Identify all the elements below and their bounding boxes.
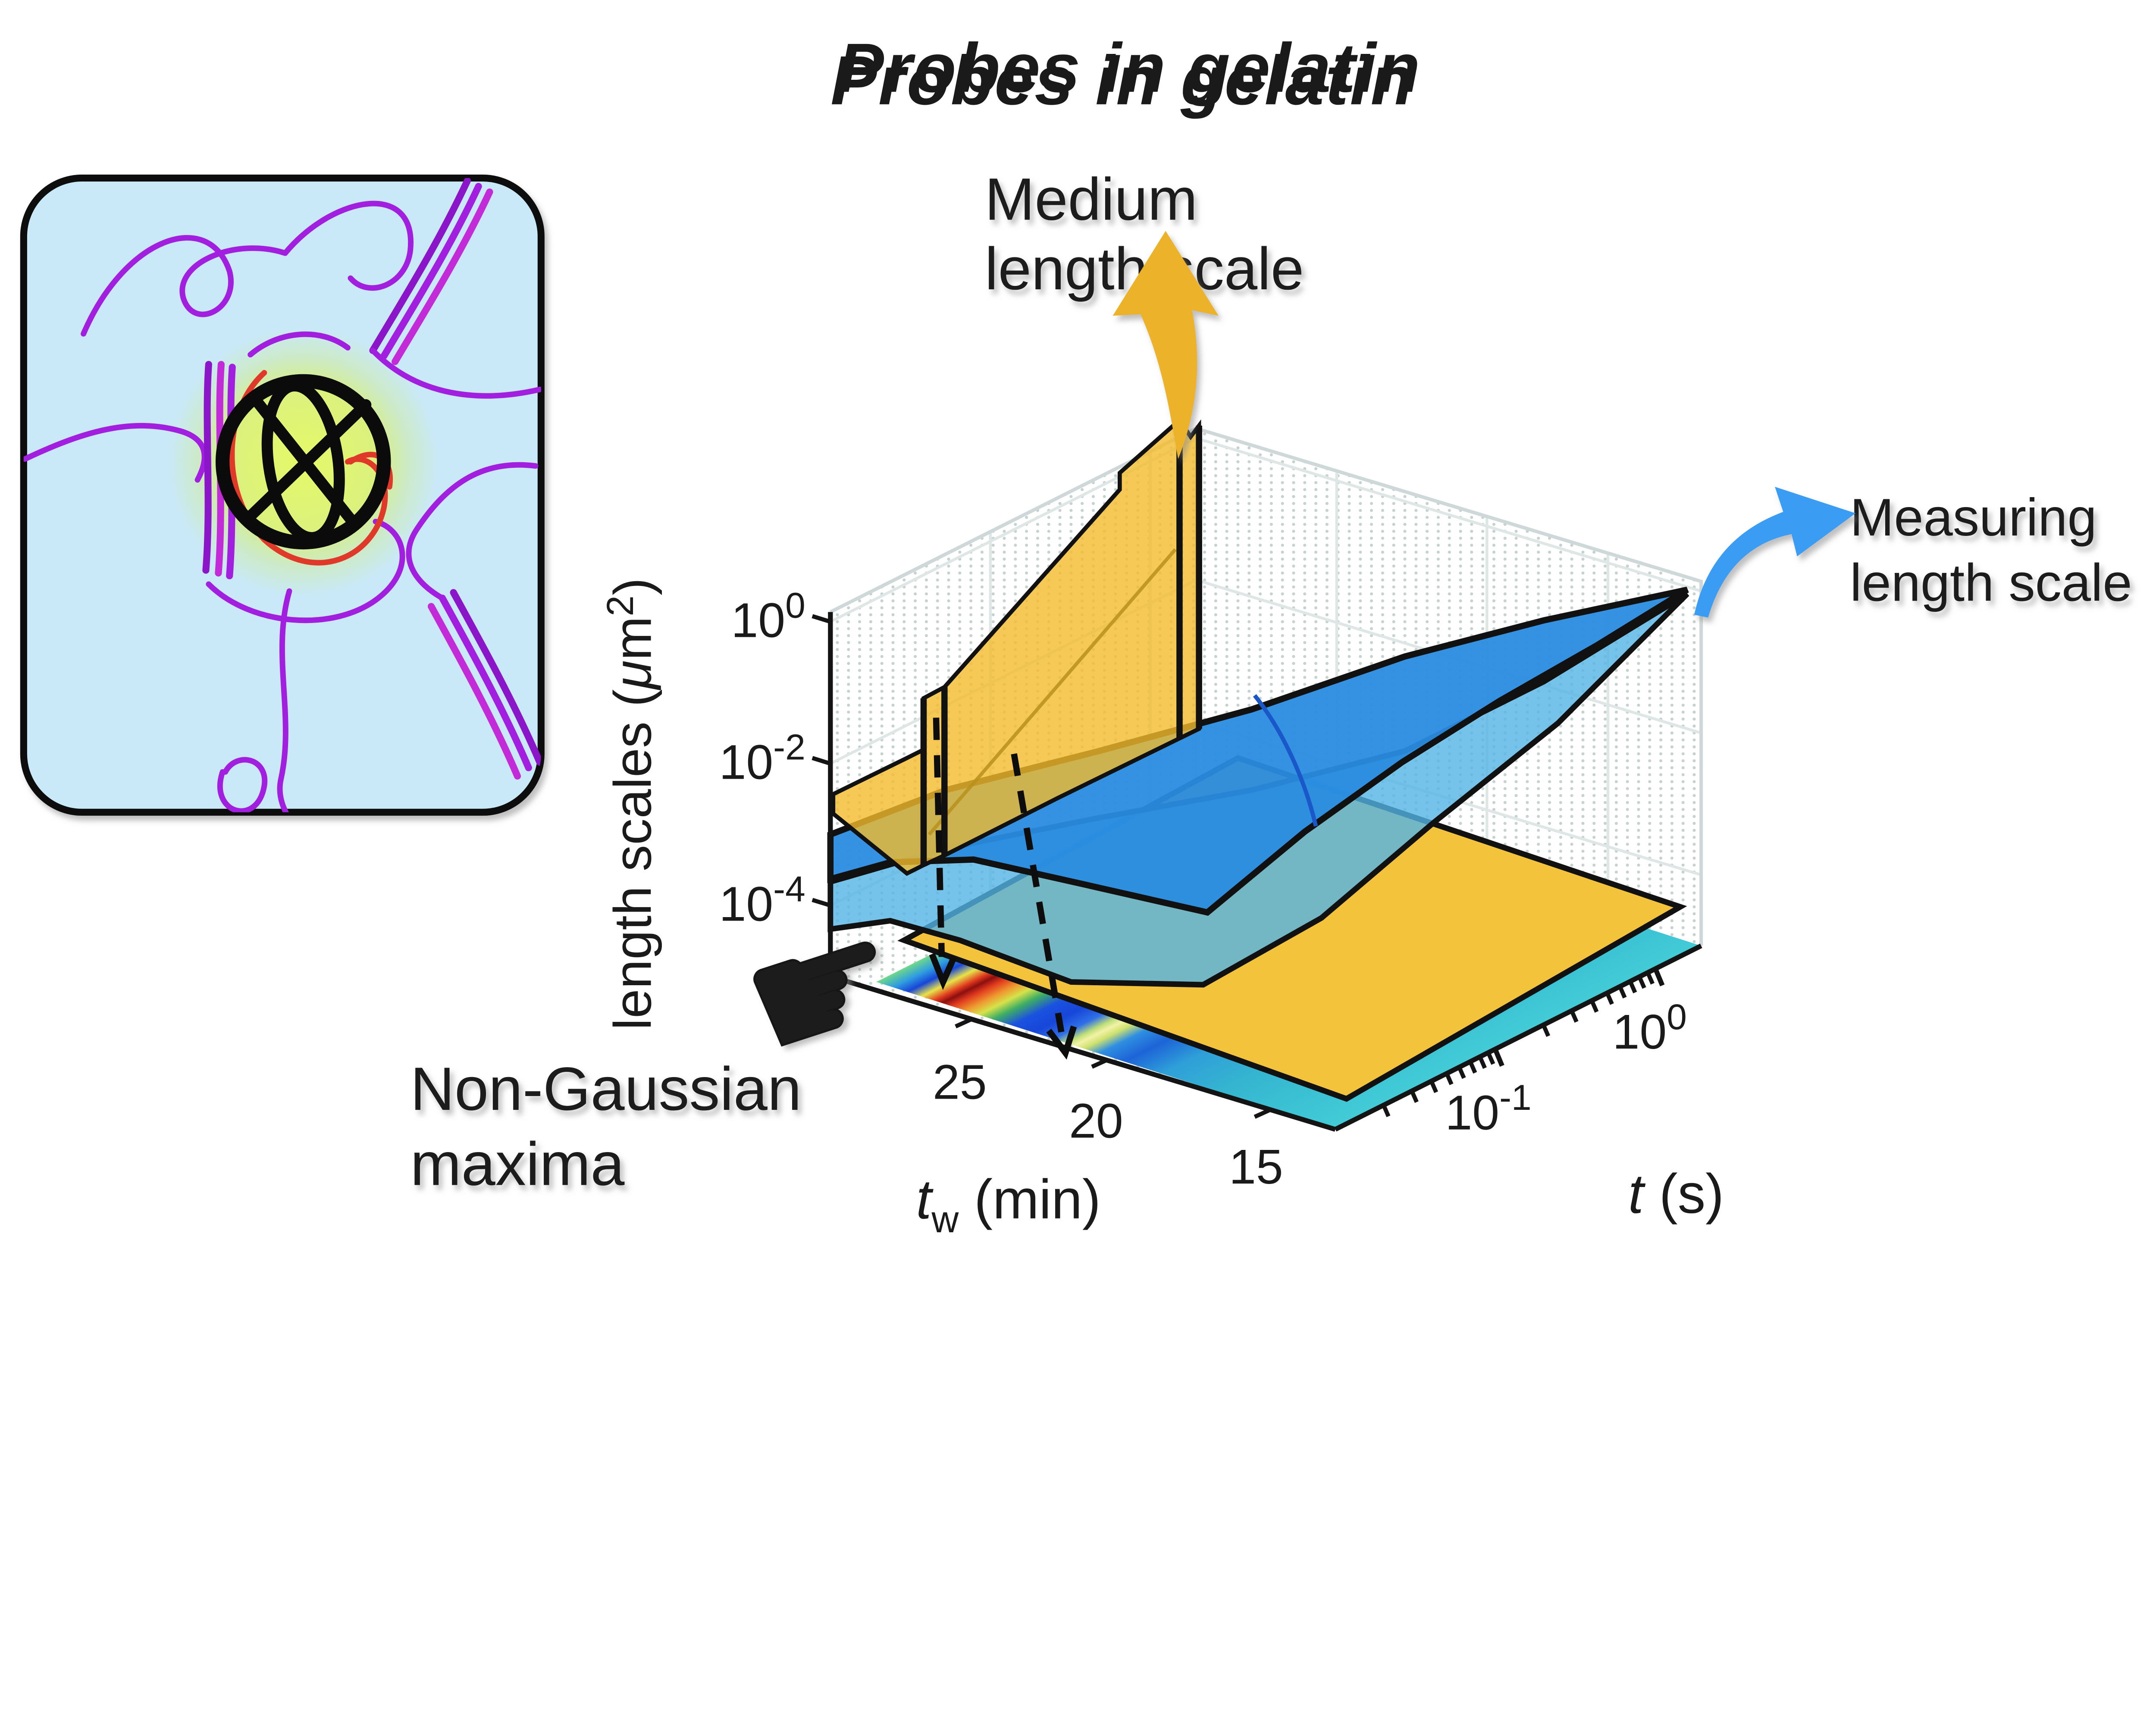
annotation-measuring-length-scale: Measuring length scale: [1694, 487, 2132, 618]
box-top-edges: [830, 426, 1703, 946]
tw-tick-25: 25: [933, 1055, 987, 1109]
z-tick-1e-2: 10-2: [719, 727, 805, 789]
z-axis-label: length scales (μm2): [599, 578, 662, 1030]
page-title: Probes in gelatin Probes in gelatin: [830, 29, 1421, 119]
tw-axis: 25 20 15 tw (min): [916, 1018, 1283, 1240]
upper-surface-contour-line: [1253, 694, 1318, 827]
dashed-arrows: [929, 717, 1077, 1060]
tw-tick-20: 20: [1069, 1094, 1123, 1148]
t-axis-label: t (s): [1628, 1163, 1724, 1225]
t-tick-1e-1: 10-1: [1445, 1077, 1532, 1140]
measuring-label-line2: length scale: [1850, 553, 2132, 612]
medium-scale-up-arrow-icon: [1112, 231, 1219, 459]
medium-label-line1: Medium: [985, 166, 1197, 233]
non-gaussian-label-line2: maxima: [411, 1130, 625, 1198]
t-axis-line: [1334, 943, 1702, 1132]
t-axis: 10-1 100 t (s): [1382, 968, 1724, 1225]
measuring-label-line1: Measuring: [1850, 488, 2096, 547]
figure-probes-in-gelatin: Probes in gelatin Probes in gelatin: [20, 29, 2132, 1241]
t-minor-ticks: [1382, 971, 1655, 1117]
annotation-medium-length-scale: Medium length scale: [985, 166, 1304, 459]
floor-axes: [830, 943, 1702, 1132]
gel-probe-illustration: [20, 174, 545, 816]
t-tick-1e0: 100: [1613, 996, 1687, 1059]
probe-sphere-icon: [216, 374, 391, 550]
annotation-non-gaussian: Non-Gaussian maxima ☛: [411, 877, 925, 1198]
z-tick-1e0: 100: [731, 585, 805, 647]
dashed-arrow-1-head: [929, 953, 957, 990]
t-major-ticks: [1493, 968, 1665, 1067]
non-gaussian-label-line1: Non-Gaussian: [411, 1055, 802, 1123]
surface-plot-3d: 100 10-2 10-4 length scales (μm2) 25 20 …: [599, 417, 1724, 1240]
dashed-arrow-2-head: [1046, 1025, 1077, 1060]
z-axis: 100 10-2 10-4 length scales (μm2): [599, 578, 833, 1030]
z-tick-1e-4: 10-4: [719, 868, 805, 931]
dashed-arrow-2: [1011, 753, 1065, 1033]
tw-tick-15: 15: [1229, 1140, 1283, 1194]
page-title-shadow: Probes in gelatin: [830, 42, 1414, 119]
wall-fold-line: [928, 548, 1177, 836]
measuring-scale-right-arrow-icon: [1694, 487, 1856, 618]
tw-axis-label: tw (min): [916, 1168, 1100, 1240]
tw-axis-line: [830, 974, 1336, 1132]
dashed-arrow-1: [933, 717, 945, 957]
wall-edge-lines: [920, 420, 1202, 865]
medium-scale-wall-surface: [831, 417, 1202, 876]
page-title-text: Probes in gelatin: [837, 29, 1421, 107]
